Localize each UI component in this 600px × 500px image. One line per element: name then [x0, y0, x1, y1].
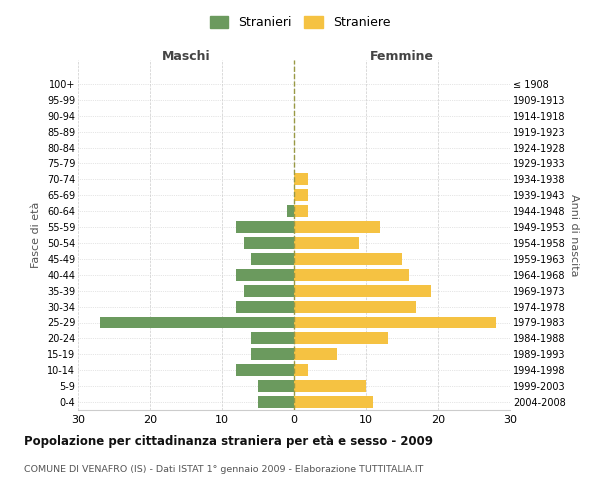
Text: Femmine: Femmine — [370, 50, 434, 63]
Bar — [100, 316, 294, 328]
Bar — [236, 300, 294, 312]
Bar — [294, 174, 308, 186]
Text: Popolazione per cittadinanza straniera per età e sesso - 2009: Popolazione per cittadinanza straniera p… — [24, 435, 433, 448]
Bar — [244, 237, 294, 249]
Bar — [294, 190, 308, 201]
Y-axis label: Anni di nascita: Anni di nascita — [569, 194, 580, 276]
Bar — [294, 364, 308, 376]
Bar — [236, 269, 294, 280]
Bar — [294, 396, 373, 408]
Text: COMUNE DI VENAFRO (IS) - Dati ISTAT 1° gennaio 2009 - Elaborazione TUTTITALIA.IT: COMUNE DI VENAFRO (IS) - Dati ISTAT 1° g… — [24, 465, 424, 474]
Bar — [294, 253, 402, 265]
Bar — [236, 364, 294, 376]
Bar — [251, 253, 294, 265]
Bar — [244, 284, 294, 296]
Bar — [294, 269, 409, 280]
Bar — [294, 380, 366, 392]
Bar — [251, 332, 294, 344]
Bar — [294, 348, 337, 360]
Text: Maschi: Maschi — [161, 50, 211, 63]
Bar — [236, 221, 294, 233]
Bar — [294, 205, 308, 217]
Bar — [287, 205, 294, 217]
Bar — [258, 380, 294, 392]
Bar — [294, 316, 496, 328]
Bar — [258, 396, 294, 408]
Legend: Stranieri, Straniere: Stranieri, Straniere — [205, 11, 395, 34]
Bar — [294, 237, 359, 249]
Bar — [294, 221, 380, 233]
Y-axis label: Fasce di età: Fasce di età — [31, 202, 41, 268]
Bar — [294, 300, 416, 312]
Bar — [294, 332, 388, 344]
Bar — [251, 348, 294, 360]
Bar — [294, 284, 431, 296]
